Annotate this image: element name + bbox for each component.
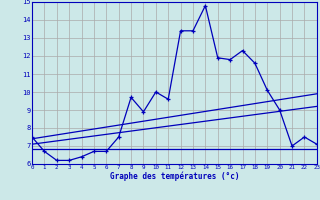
X-axis label: Graphe des températures (°c): Graphe des températures (°c) [110, 172, 239, 181]
